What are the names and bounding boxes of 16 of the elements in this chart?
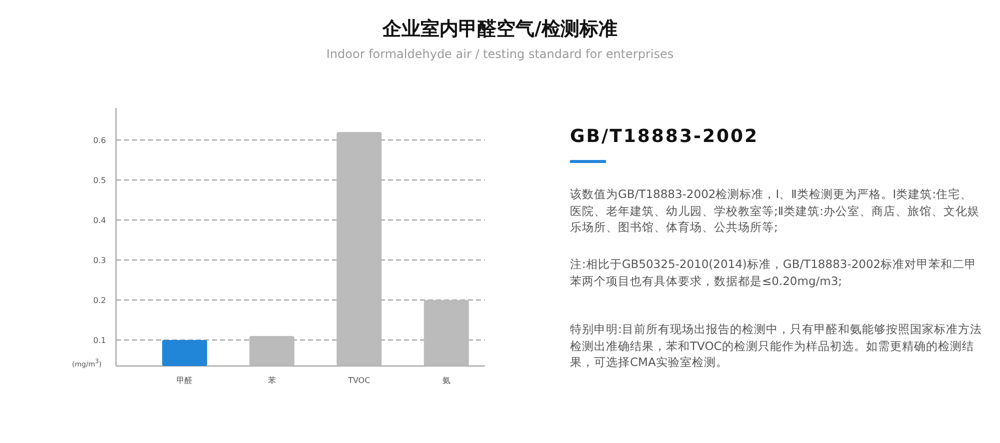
text: 特别申明:目前所有现场出报告的检测中，只有甲醛和氨能够按照国家标准方法检测出准确结果，苯和TVOC的检测只能作为样品初选。如需更精确的检测结果，可选择CMA实验室检测。 [570, 321, 983, 370]
y-tick-label: 0.1 [93, 336, 106, 345]
x-tick-label: 氨 [442, 376, 450, 385]
y-tick-label: 0.2 [93, 296, 106, 305]
y-tick-label: 0.4 [93, 216, 106, 225]
y-tick-label: 0.3 [93, 256, 106, 265]
text: 注:相比于GB50325-2010(2014)标准，GB/T18883-2002标准对甲苯和二甲苯两个项目也有具体要求，数据都是≤0.20mg/m3; [570, 256, 978, 289]
x-tick-label: 苯 [268, 376, 276, 385]
chart-title: 企业室内甲醛空气/检测标准 [381, 17, 618, 42]
text: 该数值为GB/T18883-2002检测标准，Ⅰ、Ⅱ类检测更为严格。Ⅰ类建筑:住宅、医院、老年建筑、幼儿园、学校教室等;Ⅱ类建筑:办公室、商店、旅馆、文化娱乐场所、图书馆、体育场、公共场所等; [570, 186, 980, 236]
y-tick-label: 0.6 [93, 136, 106, 145]
chart-subtitle: Indoor formaldehyde air / testing standard for enterprises [325, 47, 675, 61]
x-tick-label: TVOC [347, 376, 371, 385]
text: GB/T18883-2002 [570, 126, 759, 147]
x-tick-label: 甲醛 [176, 376, 193, 385]
y-tick-label: 0.5 [93, 176, 106, 185]
